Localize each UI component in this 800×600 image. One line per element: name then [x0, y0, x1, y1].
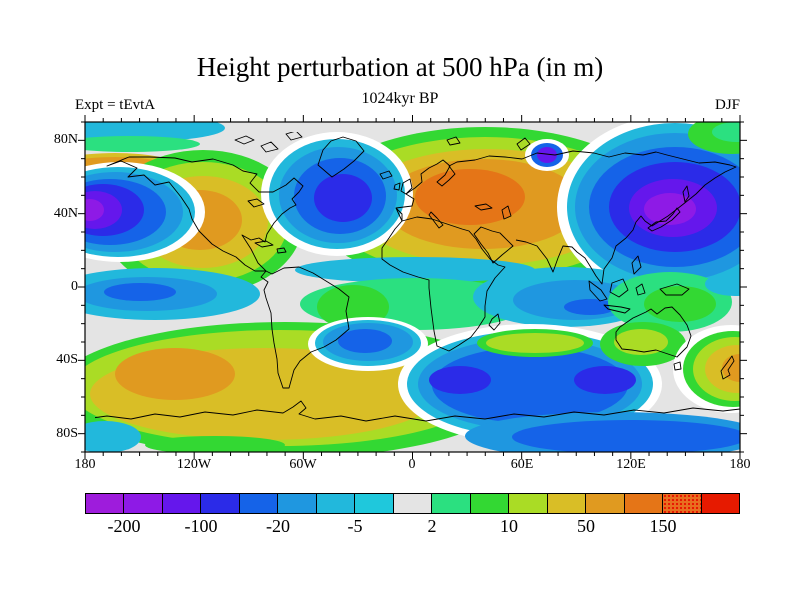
lat-axis-label: 0	[71, 279, 78, 294]
colorbar-cell	[662, 493, 702, 514]
lat-axis-label: 80S	[56, 426, 78, 441]
axis-ticks	[78, 115, 747, 459]
colorbar-label: 150	[649, 516, 677, 536]
colorbar-cell	[469, 493, 510, 514]
colorbar-cell	[546, 493, 587, 514]
colorbar-label: -20	[266, 516, 290, 536]
colorbar-cell	[508, 493, 548, 514]
colorbar-cell	[315, 493, 356, 514]
colorbar-cell	[392, 493, 433, 514]
colorbar-cell	[354, 493, 394, 514]
lon-axis-label: 60E	[510, 457, 534, 472]
lat-axis-label: 40S	[56, 352, 78, 367]
colorbar-label: -100	[184, 516, 218, 536]
colorbar-cell	[200, 493, 240, 514]
contour-fill-layer	[85, 122, 740, 452]
lat-axis-label: 80N	[53, 132, 78, 147]
lon-axis-label: 60W	[289, 457, 317, 472]
chart-subtitle: 1024kyr BP	[361, 90, 439, 107]
lon-axis-label: 180	[74, 457, 96, 472]
experiment-label: Expt = tEvtA	[75, 97, 156, 113]
contour-map	[78, 115, 747, 459]
lon-axis-label: 0	[408, 457, 416, 472]
colorbar-label: 10	[500, 516, 518, 536]
season-label: DJF	[714, 97, 740, 113]
colorbar-cell	[85, 493, 125, 514]
colorbar-label: 50	[577, 516, 595, 536]
colorbar-cell	[123, 493, 163, 514]
colorbar-label: -200	[107, 516, 141, 536]
colorbar	[85, 493, 740, 514]
colorbar-cell	[277, 493, 317, 514]
lon-axis-label: 120W	[176, 457, 212, 472]
lon-axis-label: 120E	[616, 457, 646, 472]
colorbar-cell	[238, 493, 279, 514]
colorbar-cell	[431, 493, 471, 514]
lat-axis-label: 40N	[53, 206, 78, 221]
coastlines	[95, 132, 741, 422]
chart-title: Height perturbation at 500 hPa (in m)	[196, 52, 604, 82]
colorbar-cell	[585, 493, 625, 514]
colorbar-cell	[623, 493, 664, 514]
colorbar-label: 2	[427, 516, 437, 536]
lon-axis-label: 180	[729, 457, 751, 472]
colorbar-cell	[161, 493, 202, 514]
map-frame	[84, 121, 741, 453]
colorbar-cell	[700, 493, 740, 514]
colorbar-label: -5	[347, 516, 363, 536]
